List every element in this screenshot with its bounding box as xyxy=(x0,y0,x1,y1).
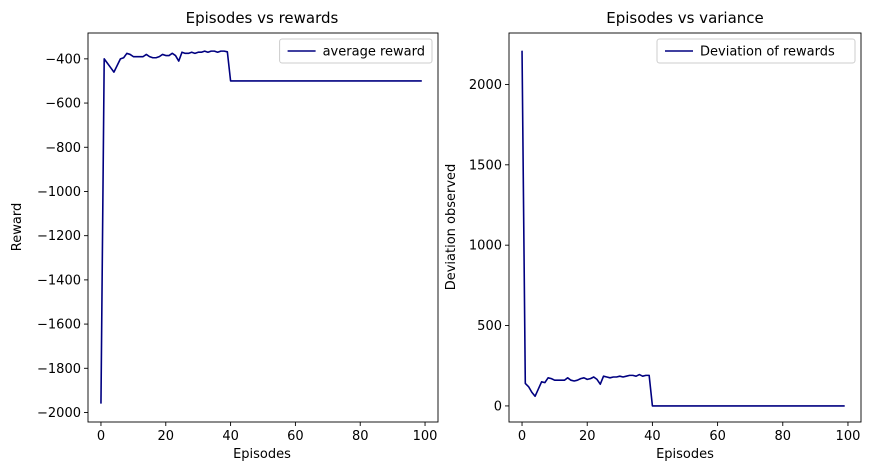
x-tick-label: 40 xyxy=(222,429,239,444)
x-tick-label: 100 xyxy=(836,429,861,444)
axes-frame xyxy=(508,32,862,423)
x-tick-label: 60 xyxy=(709,429,726,444)
x-tick-label: 60 xyxy=(287,429,304,444)
y-tick-label: 0 xyxy=(494,399,502,414)
y-tick-label: −800 xyxy=(45,141,81,156)
legend: Deviation of rewards xyxy=(656,38,856,64)
legend-box xyxy=(656,38,856,64)
legend: average reward xyxy=(279,38,433,64)
axes-frame xyxy=(87,32,439,423)
x-tick-label: 20 xyxy=(579,429,596,444)
legend-label: average reward xyxy=(323,45,425,60)
legend-label: Deviation of rewards xyxy=(700,45,835,60)
chart-variance: Episodes vs variance 0 20 40 60 80 1000500100… xyxy=(444,9,862,462)
plot-area: 0 20 40 60 80 100 −2000 −1800 −1600 −1400 −1200 −10… xyxy=(37,32,439,444)
y-tick-label: 1500 xyxy=(469,158,502,173)
y-tick-label: −1000 xyxy=(37,185,81,200)
x-tick-label: 40 xyxy=(644,429,661,444)
y-axis-label: Deviation observed xyxy=(444,164,459,291)
y-tick-label: −600 xyxy=(45,97,81,112)
legend-box xyxy=(279,38,433,64)
y-tick-label: 500 xyxy=(477,319,502,334)
y-axis-label: Reward xyxy=(10,203,25,251)
x-tick-label: 20 xyxy=(158,429,175,444)
y-tick-label: −2000 xyxy=(37,406,81,421)
x-axis-label: Episodes xyxy=(233,447,291,462)
chart-title: Episodes vs rewards xyxy=(186,9,339,27)
series-line xyxy=(521,50,845,407)
y-tick-label: −400 xyxy=(45,52,81,67)
chart-rewards: Episodes vs rewards 0 20 40 60 80 100 −2000 −18… xyxy=(10,9,439,462)
x-tick-label: 80 xyxy=(775,429,792,444)
x-tick-label: 100 xyxy=(413,429,438,444)
y-tick-label: −1200 xyxy=(37,229,81,244)
y-tick-label: −1800 xyxy=(37,362,81,377)
x-tick-label: 0 xyxy=(518,429,526,444)
series-line xyxy=(100,50,422,404)
chart-title: Episodes vs variance xyxy=(606,9,764,27)
x-tick-label: 80 xyxy=(352,429,369,444)
y-tick-label: 2000 xyxy=(469,78,502,93)
y-tick-label: −1400 xyxy=(37,273,81,288)
y-tick-label: 1000 xyxy=(469,239,502,254)
x-axis-label: Episodes xyxy=(656,447,714,462)
y-tick-label: −1600 xyxy=(37,318,81,333)
x-tick-label: 0 xyxy=(97,429,105,444)
